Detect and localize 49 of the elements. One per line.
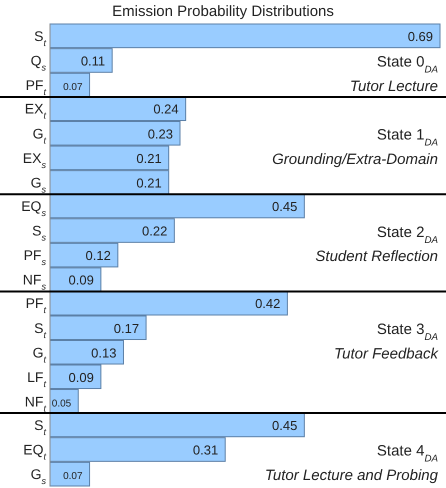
y-tick-label: G$_{t}$ — [32, 125, 46, 146]
data-label: 0.09 — [68, 370, 94, 385]
y-tick-label: S$_{t}$ — [34, 416, 46, 437]
y-tick-label: NF$_{t}$ — [24, 393, 46, 414]
y-tick-label: LF$_{t}$ — [27, 368, 46, 389]
data-label: 0.11 — [80, 53, 106, 68]
data-label: 0.23 — [148, 126, 173, 142]
y-tick-label: NF$_{s}$ — [22, 272, 46, 292]
data-label: 0.24 — [153, 102, 179, 117]
data-label: 0.31 — [192, 442, 218, 458]
y-tick-label: S$_{s}$ — [32, 222, 46, 243]
text: Tutor Feedback — [334, 345, 440, 362]
y-tick-label: PF$_{t}$ — [26, 77, 46, 98]
data-label: 0.21 — [136, 150, 162, 166]
data-label: 0.21 — [136, 175, 162, 190]
data-label: 0.05 — [52, 398, 72, 410]
y-tick-label: G$_{t}$ — [32, 344, 46, 364]
data-label: 0.07 — [63, 82, 83, 94]
chart-title: Emission Probability Distributions — [112, 3, 334, 20]
text: State 1$_{DA}$ — [376, 126, 438, 148]
y-tick-label: EQ$_{t}$ — [23, 442, 46, 462]
y-tick-label: G$_{s}$ — [30, 466, 46, 486]
y-tick-label: S$_{t}$ — [34, 320, 46, 340]
data-label: 0.42 — [255, 296, 280, 312]
data-label: 0.09 — [68, 272, 94, 288]
y-tick-label: PF$_{s}$ — [24, 247, 46, 268]
y-tick-label: EX$_{s}$ — [22, 150, 46, 170]
annotation: Tutor Lecture — [350, 78, 438, 96]
y-tick-label: EX$_{t}$ — [24, 100, 46, 121]
data-label: 0.12 — [86, 248, 111, 264]
y-tick-label: G$_{s}$ — [30, 174, 46, 194]
annotation: Tutor Lecture and Probing — [264, 467, 439, 484]
y-tick-label: PF$_{t}$ — [26, 295, 46, 316]
text: State 4$_{DA}$ — [376, 442, 438, 464]
text: Student Reflection — [315, 248, 438, 266]
y-tick-label: Q$_{s}$ — [30, 52, 46, 72]
text: Grounding/Extra-Domain — [272, 150, 438, 168]
data-label: 0.45 — [272, 199, 298, 214]
data-label: 0.17 — [114, 320, 140, 336]
data-label: 0.07 — [63, 471, 83, 482]
text: State 2$_{DA}$ — [376, 224, 438, 246]
data-label: 0.13 — [91, 345, 116, 360]
data-label: 0.22 — [142, 224, 168, 239]
text: State 3$_{DA}$ — [376, 321, 438, 343]
y-tick-label: EQ$_{s}$ — [21, 198, 46, 218]
data-label: 0.69 — [408, 28, 433, 44]
y-tick-label: S$_{t}$ — [34, 28, 46, 48]
data-label: 0.45 — [272, 418, 298, 433]
annotation: State 0$_{DA}$ — [376, 54, 438, 76]
